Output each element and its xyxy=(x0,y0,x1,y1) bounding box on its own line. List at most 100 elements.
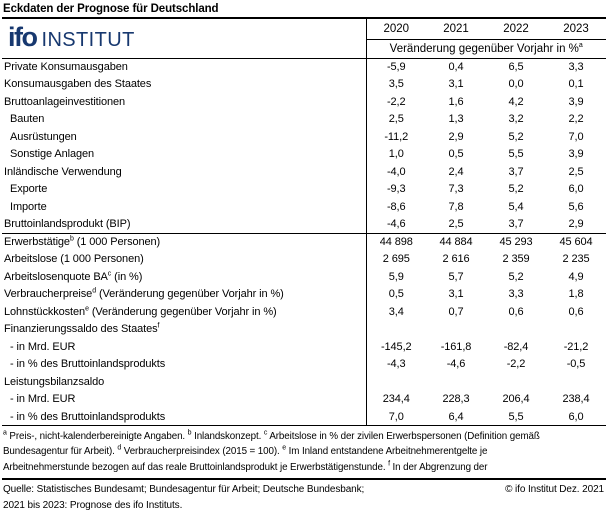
row-value: 6,0 xyxy=(568,410,584,423)
row-value: 0,1 xyxy=(568,78,584,91)
subheader-label: Veränderung gegenüber Vorjahr in %a xyxy=(366,39,606,59)
row-value: 3,9 xyxy=(568,95,584,108)
ifo-logo-wordmark: ifo xyxy=(8,21,38,52)
row-value: -5,9 xyxy=(386,61,406,73)
row-value: 5,4 xyxy=(508,200,524,213)
year-header: 2020 xyxy=(366,18,426,40)
table-row: Konsumausgaben des Staates 3,5 3,1 0,0 0,1 xyxy=(2,75,606,93)
row-label: Leistungsbilanzsaldo xyxy=(2,373,367,391)
row-value: 3,2 xyxy=(508,113,524,126)
row-label: Importe xyxy=(2,198,367,216)
row-label: Verbraucherpreised (Veränderung gegenübe… xyxy=(2,285,367,303)
row-value: 3,3 xyxy=(568,61,584,73)
table-row: Bauten 2,5 1,3 3,2 2,2 xyxy=(2,110,606,128)
row-value: 0,6 xyxy=(508,305,524,318)
years-header-row: ifo INSTITUT 2020 2021 2022 2023 xyxy=(2,18,606,59)
row-value: 3,4 xyxy=(388,305,404,318)
row-value: 1,6 xyxy=(448,95,464,108)
table-row: Exporte -9,3 7,3 5,2 6,0 xyxy=(2,180,606,198)
table-row: Finanzierungssaldo des Staatesf xyxy=(2,320,606,339)
footnotes: a Preis-, nicht-kalenderbereinigte Angab… xyxy=(2,426,606,481)
table-row: Private Konsumausgaben -5,9 0,4 6,5 3,3 xyxy=(2,58,606,76)
row-value: 228,3 xyxy=(442,393,470,406)
source-block: Quelle: Statistisches Bundesamt; Bundesa… xyxy=(2,480,606,513)
row-value: 3,9 xyxy=(568,148,584,161)
table-row: - in Mrd. EUR 234,4 228,3 206,4 238,4 xyxy=(2,390,606,408)
row-label: Lohnstückkostene (Veränderung gegenüber … xyxy=(2,303,367,321)
footnote-line: Bundesagentur für Arbeit). d Verbraucher… xyxy=(3,445,488,458)
footnote-line: Arbeitnehmerstunde bezogen auf das reale… xyxy=(3,460,488,473)
row-label: - in Mrd. EUR xyxy=(2,338,367,356)
row-value: 45 293 xyxy=(486,232,546,251)
row-value: 2,2 xyxy=(568,113,584,126)
row-value: 2 695 xyxy=(382,253,410,266)
row-label: Inländische Verwendung xyxy=(2,163,367,181)
row-value: 238,4 xyxy=(562,393,590,406)
table-row: Importe -8,6 7,8 5,4 5,6 xyxy=(2,198,606,216)
row-label: Konsumausgaben des Staates xyxy=(2,75,367,93)
year-header: 2021 xyxy=(426,18,486,40)
row-label: Bruttoinlandsprodukt (BIP) xyxy=(2,215,367,233)
row-label: Bauten xyxy=(2,110,367,128)
row-value: 0,5 xyxy=(388,288,404,301)
row-value: 7,3 xyxy=(448,183,464,196)
row-value: 2,5 xyxy=(568,165,584,178)
row-value: 45 604 xyxy=(546,232,606,251)
row-value: -8,6 xyxy=(386,200,406,213)
table-row: Bruttoinlandsprodukt (BIP) -4,6 2,5 3,7 2,9 xyxy=(2,215,606,233)
forecast-table: ifo INSTITUT 2020 2021 2022 2023 Veränder… xyxy=(2,17,606,426)
table-row: Sonstige Anlagen 1,0 0,5 5,5 3,9 xyxy=(2,145,606,163)
row-value: -9,3 xyxy=(386,183,406,196)
row-value: 2,9 xyxy=(568,218,584,230)
row-value: 5,7 xyxy=(448,270,464,283)
table-row: Verbraucherpreised (Veränderung gegenübe… xyxy=(2,285,606,303)
table-row: Bruttoanlageinvestitionen -2,2 1,6 4,2 3,9 xyxy=(2,93,606,111)
ifo-logo-suffix: INSTITUT xyxy=(41,28,135,51)
table-row: Arbeitslosenquote BAc (in %) 5,9 5,7 5,2 4,9 xyxy=(2,268,606,286)
row-value: 6,0 xyxy=(568,183,584,196)
row-value: 3,5 xyxy=(388,78,404,91)
row-value: 1,8 xyxy=(568,288,584,301)
row-value xyxy=(366,373,426,391)
row-label: Arbeitslosenquote BAc (in %) xyxy=(2,268,367,286)
row-value: 44 898 xyxy=(366,232,426,251)
row-value: 1,0 xyxy=(388,148,404,161)
row-value: -2,2 xyxy=(506,358,526,371)
row-value: -161,8 xyxy=(440,340,472,353)
row-value: 234,4 xyxy=(382,393,410,406)
subheader-row: Veränderung gegenüber Vorjahr in %a xyxy=(2,39,606,59)
row-label: Exporte xyxy=(2,180,367,198)
row-value: 0,0 xyxy=(508,78,524,91)
row-value: -4,6 xyxy=(386,218,406,230)
row-value: 3,3 xyxy=(508,288,524,301)
table-row: Ausrüstungen -11,2 2,9 5,2 7,0 xyxy=(2,128,606,146)
row-label: - in % des Bruttoinlandsprodukts xyxy=(2,408,367,426)
row-value: -11,2 xyxy=(384,130,409,143)
table-body: Private Konsumausgaben -5,9 0,4 6,5 3,3 Konsu… xyxy=(2,58,606,426)
row-value: 5,2 xyxy=(508,130,524,143)
row-value: 4,2 xyxy=(508,95,524,108)
row-label: - in Mrd. EUR xyxy=(2,390,367,408)
row-value: -21,2 xyxy=(563,340,589,353)
row-value: 0,5 xyxy=(448,148,464,161)
row-value: 2,5 xyxy=(388,113,404,126)
row-value: -4,3 xyxy=(386,358,406,371)
table-row: - in Mrd. EUR -145,2 -161,8 -82,4 -21,2 xyxy=(2,338,606,356)
row-value: -2,2 xyxy=(386,95,406,108)
row-value: 6,4 xyxy=(448,410,464,423)
row-value: 0,6 xyxy=(568,305,584,318)
table-row: Leistungsbilanzsaldo xyxy=(2,373,606,391)
row-value xyxy=(486,321,546,339)
row-value: -145,2 xyxy=(380,340,412,353)
subheader-text: Veränderung gegenüber Vorjahr in % xyxy=(389,42,579,55)
table-row: - in % des Bruttoinlandsprodukts 7,0 6,4 5,… xyxy=(2,408,606,426)
table-row: Erwerbstätigeb (1 000 Personen) 44 898 44 … xyxy=(2,232,606,251)
copyright: © ifo Institut Dez. 2021 xyxy=(505,484,604,496)
table-row: Lohnstückkostene (Veränderung gegenüber … xyxy=(2,303,606,321)
row-value: 7,0 xyxy=(568,130,584,143)
subheader-footnote-marker: a xyxy=(578,41,583,49)
row-label: Erwerbstätigeb (1 000 Personen) xyxy=(2,232,367,251)
row-value: 2 235 xyxy=(562,253,590,266)
row-value xyxy=(366,321,426,339)
